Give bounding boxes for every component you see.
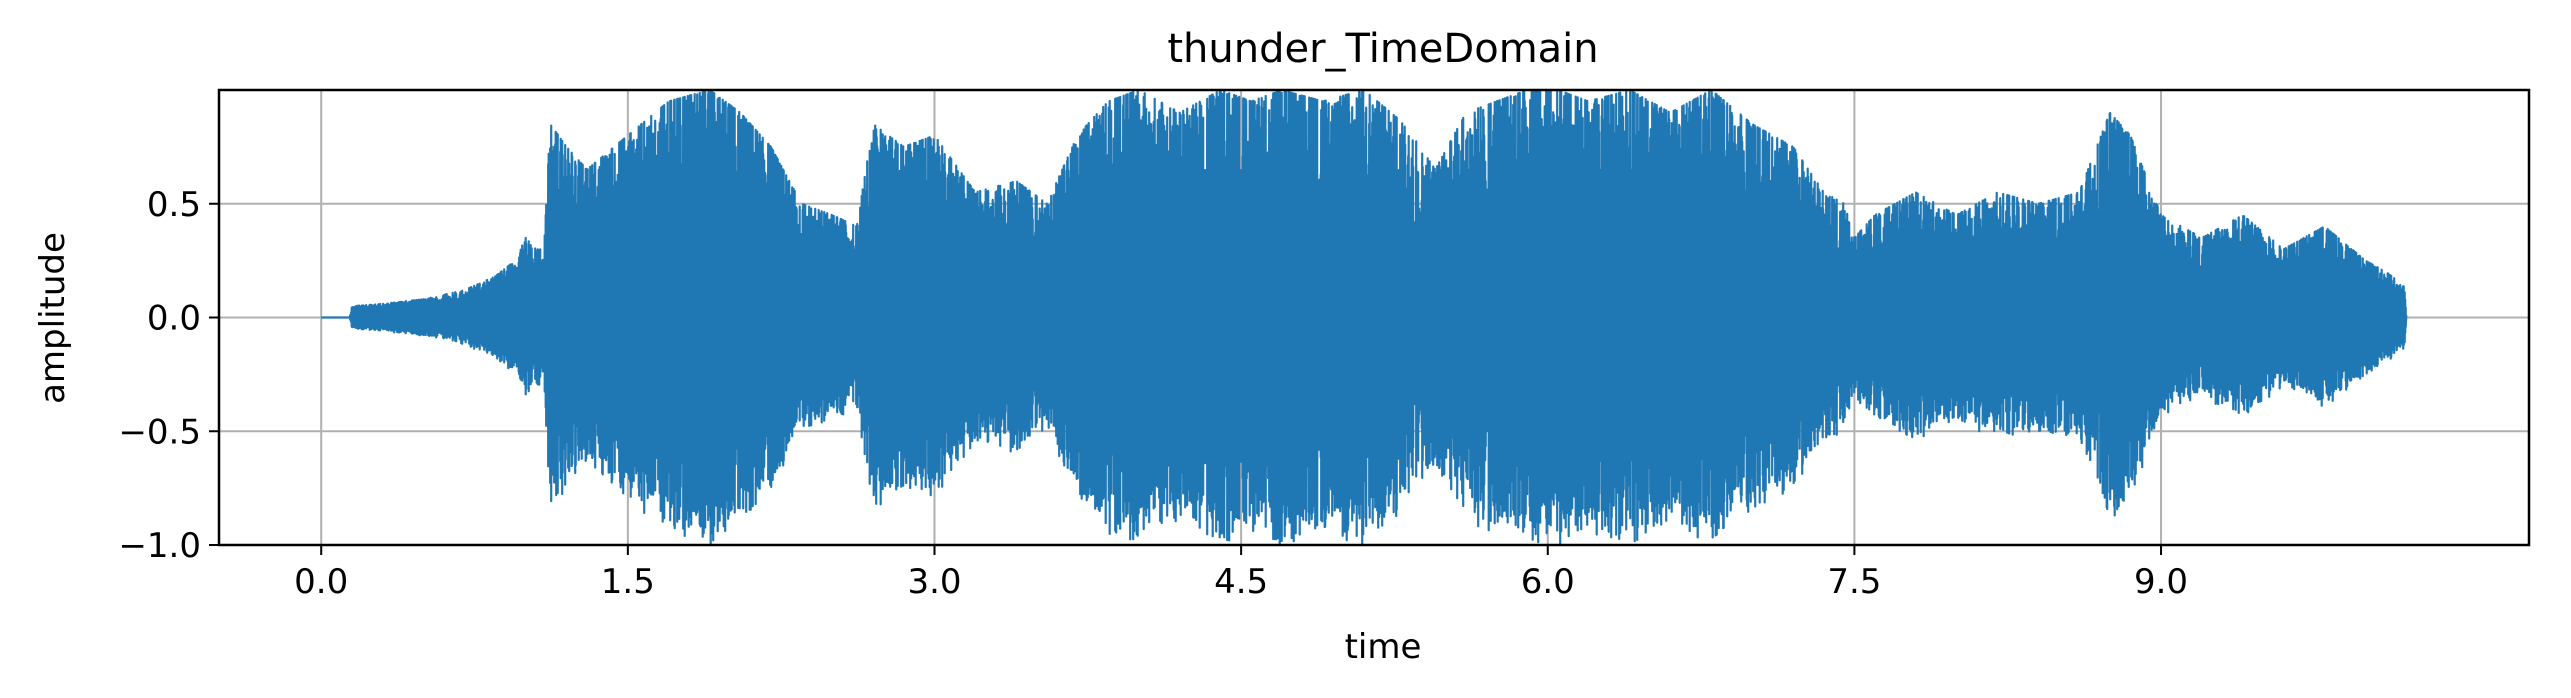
x-axis-ticks: 0.0 1.5 3.0 4.5 6.0 7.5 9.0 — [294, 545, 2188, 602]
y-axis-ticks: −1.0 −0.5 0.0 0.5 — [118, 185, 219, 566]
y-tick-label: 0.5 — [147, 185, 201, 225]
data-layer — [320, 88, 2408, 546]
y-axis-label: amplitude — [33, 232, 73, 404]
x-tick-label: 9.0 — [2134, 562, 2188, 602]
y-tick-label: −1.0 — [118, 526, 201, 566]
x-tick-label: 1.5 — [601, 562, 655, 602]
x-tick-label: 0.0 — [294, 562, 348, 602]
x-tick-label: 7.5 — [1827, 562, 1881, 602]
waveform-line — [320, 88, 2408, 546]
x-tick-label: 3.0 — [907, 562, 961, 602]
x-tick-label: 4.5 — [1214, 562, 1268, 602]
y-tick-label: −0.5 — [118, 412, 201, 452]
x-tick-label: 6.0 — [1521, 562, 1575, 602]
chart-title: thunder_TimeDomain — [1167, 26, 1598, 72]
x-axis-label: time — [1345, 627, 1422, 667]
y-tick-label: 0.0 — [147, 299, 201, 339]
